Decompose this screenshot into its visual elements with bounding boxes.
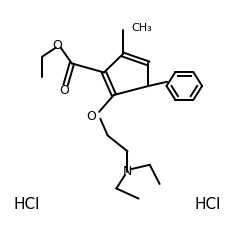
Text: O: O — [59, 84, 69, 97]
Text: O: O — [87, 109, 97, 122]
Text: HCl: HCl — [194, 196, 220, 211]
Text: O: O — [52, 39, 62, 52]
Text: N: N — [123, 164, 132, 177]
Text: HCl: HCl — [14, 196, 40, 211]
Text: CH₃: CH₃ — [131, 23, 152, 33]
